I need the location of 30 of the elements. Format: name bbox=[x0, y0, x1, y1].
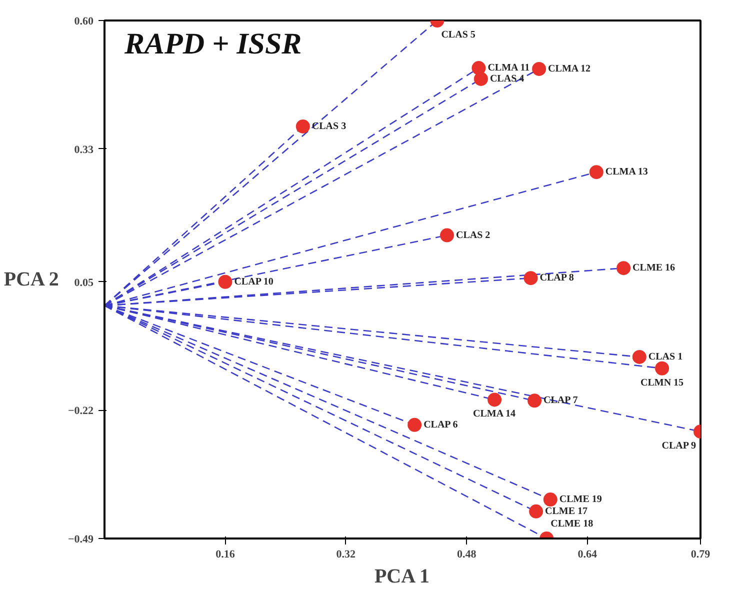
annotation: CLME 18 bbox=[550, 518, 594, 530]
x-axis-title: PCA 1 bbox=[374, 566, 430, 588]
annotation: CLAP 8 bbox=[540, 272, 574, 284]
annotation: CLME 16 bbox=[632, 262, 676, 274]
x-tick-label: 0.16 bbox=[216, 548, 236, 560]
y-tick-label: −0.49 bbox=[68, 534, 94, 546]
annotation: CLMA 11 bbox=[488, 62, 530, 74]
x-tick-label: 0.48 bbox=[457, 548, 477, 560]
annotation: CLAS 5 bbox=[441, 30, 476, 40]
annotation: CLME 19 bbox=[559, 494, 602, 506]
chart-title: RAPD + ISSR bbox=[124, 28, 302, 60]
annotation: CLMA 12 bbox=[548, 63, 591, 74]
annotation: CLAS 1 bbox=[648, 351, 683, 362]
x-tick-label: 0.64 bbox=[578, 548, 598, 560]
annotation: CLMA 13 bbox=[605, 166, 648, 178]
y-tick-label: 0.33 bbox=[74, 144, 94, 156]
annotation: CLAS 3 bbox=[312, 120, 346, 132]
annotation: CLAP 9 bbox=[662, 440, 696, 452]
annotation: CLAS 2 bbox=[456, 230, 490, 241]
annotation: CLME 17 bbox=[545, 506, 588, 517]
x-tick-label: 0.32 bbox=[336, 548, 356, 560]
y-tick-label: −0.22 bbox=[68, 405, 94, 418]
annotation: CLMA 14 bbox=[473, 408, 516, 420]
x-tick-label: 0.79 bbox=[690, 548, 711, 560]
y-tick-label: 0.05 bbox=[74, 276, 94, 289]
annotation: CLAP 6 bbox=[424, 419, 458, 430]
y-tick-label: 0.60 bbox=[74, 16, 94, 28]
annotation: CLAP 10 bbox=[234, 276, 274, 288]
annotation: CLMN 15 bbox=[640, 377, 684, 388]
y-axis-title: PCA 2 bbox=[4, 268, 59, 290]
